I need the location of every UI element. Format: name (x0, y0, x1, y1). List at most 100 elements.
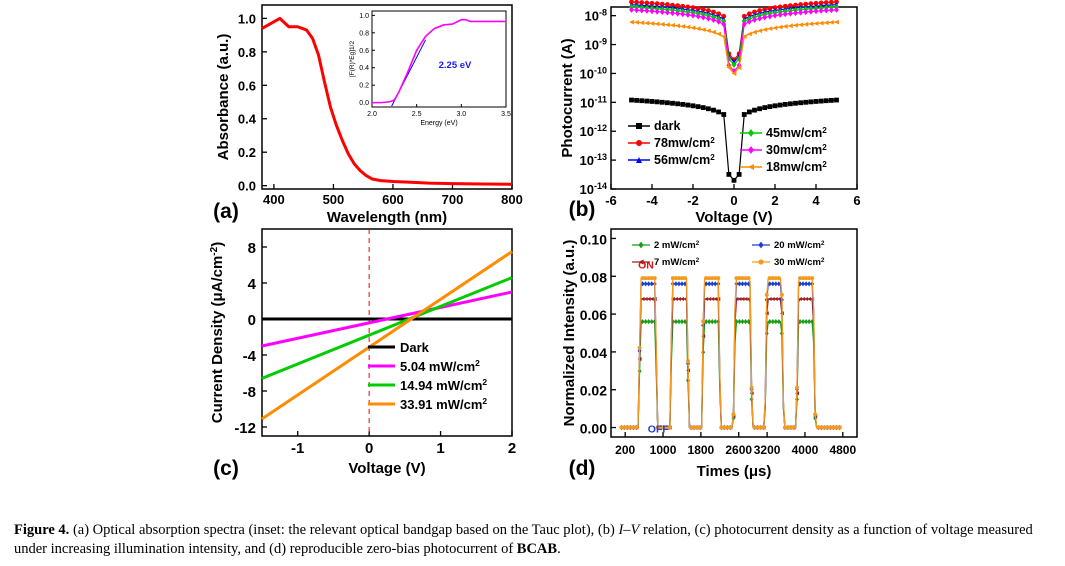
panel-d-point (652, 276, 657, 281)
panel-b-point (690, 25, 696, 31)
panel-d-xtick-label: 2600 (725, 443, 752, 457)
panel-b-point (726, 172, 732, 177)
panel-d-point (692, 425, 697, 430)
panel-b-point (700, 105, 706, 110)
panel-d-point (834, 425, 839, 430)
panel-b-point (741, 21, 747, 28)
panel-d-point (831, 425, 836, 430)
panel-d-point (837, 425, 842, 430)
panel-b: -6 -4 -2 0 2 4 6 10-8 10-9 10-10 10-11 10-12 10-13 10… (559, 0, 861, 226)
panel-b-ytick-label: 10-9 (585, 37, 607, 53)
panel-b-point (675, 101, 681, 107)
inset-tauc-line (372, 18, 506, 104)
panel-b-point (700, 27, 706, 33)
panel-b-ytick-label: 10-11 (580, 94, 607, 110)
panel-b-point (787, 101, 793, 107)
panel-d-point (634, 425, 639, 430)
panel-b-point (793, 9, 798, 17)
panel-b-point (798, 22, 804, 28)
panel-d-point (676, 281, 681, 287)
caption-text-2: relation, (c) photocurrent density as a … (14, 522, 1033, 557)
panel-b-point (649, 21, 655, 26)
panel-b-point (654, 99, 660, 105)
panel-b-point (705, 15, 711, 22)
panel-d-point (731, 412, 736, 417)
panel-b-point (685, 4, 691, 10)
panel-b-xtick-label: 0 (730, 193, 737, 208)
panel-d-point (646, 296, 651, 301)
panel-d-point (716, 276, 721, 281)
panel-d-point (689, 425, 694, 430)
panel-d-point (734, 296, 739, 301)
panel-b-point (629, 97, 634, 103)
panel-b-point (808, 1, 814, 7)
panel-d-legend-marker (638, 241, 644, 249)
panel-b-point (741, 13, 747, 19)
panel-d-point (752, 425, 757, 430)
panel-b-point (834, 6, 839, 13)
panel-b-point (721, 13, 727, 19)
panel-b-point (711, 9, 716, 15)
panel-b-legend-label: 30mw/cm2 (766, 143, 827, 158)
panel-c-ytick-label: -12 (234, 420, 256, 437)
panel-b-point (711, 107, 716, 113)
panel-b-point (721, 112, 727, 117)
panel-b-point (649, 8, 655, 15)
panel-b-point (808, 8, 814, 15)
panel-d-point (679, 319, 684, 325)
panel-d-ytick-label: 0.04 (580, 345, 607, 361)
panel-b-point (777, 11, 783, 18)
panel-b-point (680, 3, 686, 9)
panel-b-point (690, 5, 696, 11)
panel-d-point (746, 296, 751, 301)
panel-b-point (752, 16, 757, 23)
panel-b-point (644, 98, 650, 104)
panel-d-point (643, 296, 648, 301)
panel-d-ytick-label: 0.10 (580, 231, 607, 247)
panel-b-point (813, 21, 819, 26)
panel-b-point (777, 102, 783, 108)
panel-b-series-line (631, 6, 837, 66)
panel-b-point (813, 99, 819, 104)
panel-b-point (675, 3, 681, 9)
panel-b-legend-label: 78mw/cm2 (654, 136, 715, 151)
panel-b-ytick-label: 10-14 (580, 181, 607, 197)
panel-d-point (722, 425, 727, 430)
panel-b-legend-marker (748, 146, 754, 154)
panel-b-point (767, 13, 773, 20)
panel-d-point (658, 425, 663, 430)
panel-d-point (743, 296, 748, 301)
panel-b-point (798, 100, 804, 106)
panel-b-point (818, 98, 824, 104)
panel-b-point (629, 19, 634, 25)
panel-b-point (782, 10, 788, 18)
panel-d-point (798, 276, 803, 281)
panel-b-point (767, 6, 773, 11)
panel-d-point (816, 425, 821, 430)
panel-d-point (643, 319, 648, 325)
panel-b-legend-marker (748, 164, 754, 170)
panel-d-point (737, 319, 742, 325)
panel-b-point (803, 1, 809, 7)
panel-b-point (762, 14, 768, 21)
panel-b-point (705, 106, 711, 112)
panel-d-xtick-label: 200 (615, 443, 635, 457)
panel-b-point (787, 10, 793, 17)
panel-b-point (736, 65, 742, 70)
panel-d-point (761, 425, 766, 430)
panel-d-point (807, 319, 812, 325)
caption-iv: I–V (618, 522, 640, 538)
panel-b-point (752, 9, 757, 15)
panel-d-point (640, 319, 645, 325)
panel-a-ytick-label: 1.0 (238, 11, 256, 26)
panel-b-letter: (b) (569, 198, 596, 221)
panel-d-point (773, 319, 778, 325)
panel-d-point (682, 276, 687, 281)
panel-a-ytick-label: 0.2 (238, 145, 256, 160)
panel-b-ytick-label: 10-10 (580, 65, 607, 81)
panel-b-point (634, 19, 640, 25)
panel-b-legend-marker (748, 129, 754, 137)
panel-b-point (757, 8, 763, 13)
panel-d-point (661, 425, 666, 430)
